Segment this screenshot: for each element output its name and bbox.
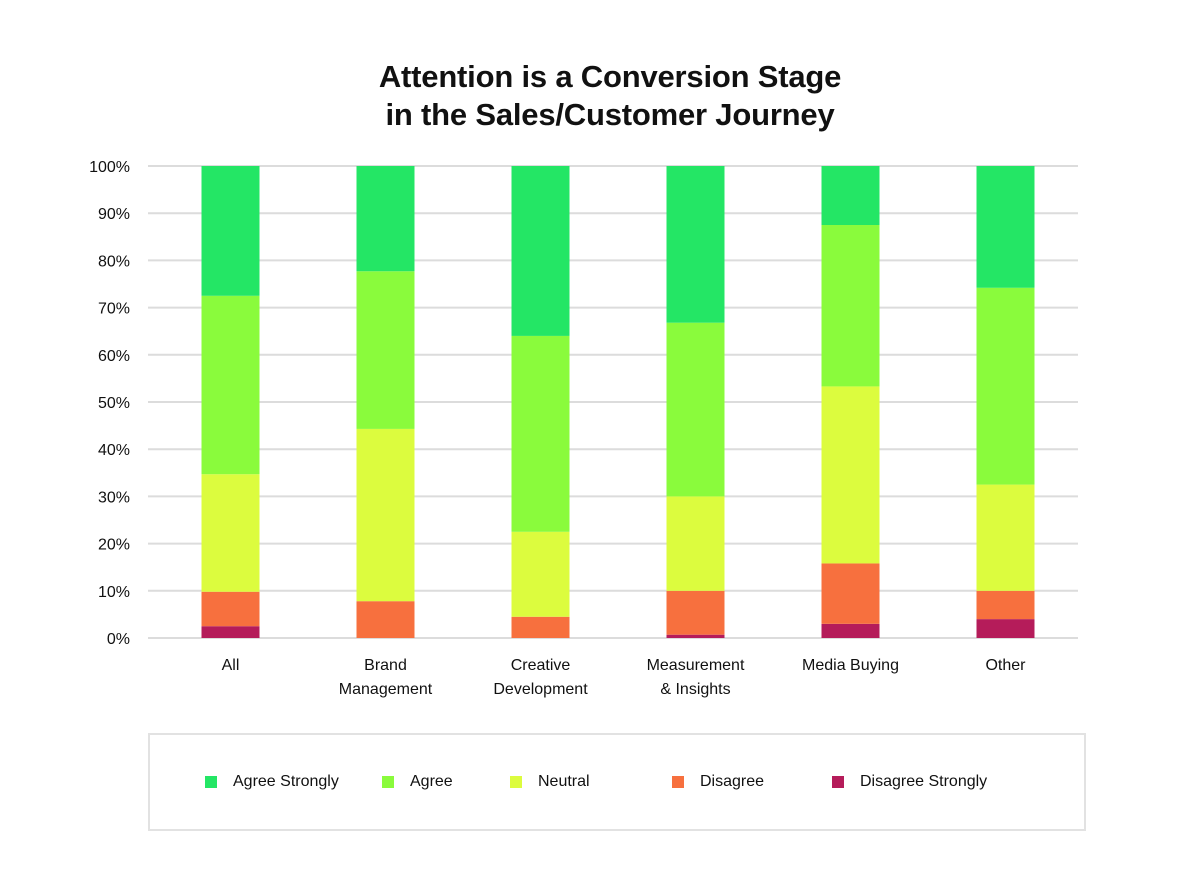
x-category-label: Brand Management [339,657,433,698]
bar-segment [201,166,260,296]
legend-swatch [672,776,684,788]
y-tick-label: 0% [107,631,130,648]
bar-segment [666,590,725,635]
bar-segment [976,590,1035,620]
legend-item: Disagree [672,773,764,791]
legend-swatch [205,776,217,788]
bar-segment [356,428,415,602]
legend-item: Agree [382,773,453,791]
x-category-label: Other [985,657,1026,674]
bar-segment [201,474,260,592]
legend-label: Disagree [700,773,765,790]
x-category-label-line: All [222,657,240,674]
bar-segment [511,166,570,336]
x-category-label-line: Development [493,681,588,698]
y-tick-label: 40% [98,442,130,459]
x-category-label: Creative Development [493,657,588,698]
bar-segment [356,271,415,429]
bar-segment [201,295,260,475]
y-tick-label: 50% [98,395,130,412]
y-tick-label: 100% [89,159,130,176]
y-tick-label: 80% [98,253,130,270]
y-tick-label: 10% [98,584,130,601]
x-category-label-line: Brand [364,657,407,674]
x-category-label: Media Buying [802,657,899,674]
bar-segment [511,616,570,638]
bar-segment [201,626,260,638]
legend-item: Agree Strongly [205,773,339,791]
stacked-bar-chart: 0% 10% 20% 30% 40% 50% 60% 70% 80% 90% 100% All Bran… [89,159,1078,698]
x-category-label: Measurement & Insights [647,657,745,698]
x-category-label-line: Other [985,657,1026,674]
x-category-label-line: Creative [511,657,571,674]
x-category-label-line: Management [339,681,433,698]
y-tick-label: 60% [98,348,130,365]
bar-segment [821,225,880,387]
legend-swatch [832,776,844,788]
bar-segment [666,496,725,591]
bar-segment [666,634,725,638]
x-category-label-line: Media Buying [802,657,899,674]
legend-item: Disagree Strongly [832,773,987,791]
y-tick-label: 70% [98,301,130,318]
legend-label: Disagree Strongly [860,773,988,790]
legend-swatch [382,776,394,788]
bar-segment [511,335,570,532]
bar-segment [821,166,880,225]
y-tick-label: 90% [98,206,130,223]
bar-segment [201,591,260,627]
chart-title-line-1: Attention is a Conversion Stage [378,59,842,94]
bar-segment [821,563,880,624]
x-category-label-line: Measurement [647,657,745,674]
chart-title-line-2: in the Sales/Customer Journey [385,97,835,132]
legend-item: Neutral [510,773,590,791]
bar-segment [511,531,570,617]
bar-segment [976,484,1035,591]
y-tick-label: 30% [98,489,130,506]
x-category-label-line: & Insights [660,681,730,698]
bar-segment [356,166,415,272]
x-category-label: All [222,657,240,674]
legend-label: Agree [410,773,453,790]
bar-segment [976,619,1035,638]
bar-segment [821,623,880,638]
chart-title: Attention is a Conversion Stage in the S… [0,58,1200,134]
legend: Agree Strongly Agree Neutral Disagree Disagr… [148,733,1086,831]
bar-segment [666,322,725,497]
y-tick-label: 20% [98,537,130,554]
bar-segment [666,166,725,323]
bar-segment [976,166,1035,288]
legend-label: Neutral [538,773,590,790]
legend-swatch [510,776,522,788]
bar-segment [356,601,415,638]
legend-label: Agree Strongly [233,773,339,790]
bar-segment [821,386,880,564]
bar-segment [976,287,1035,485]
